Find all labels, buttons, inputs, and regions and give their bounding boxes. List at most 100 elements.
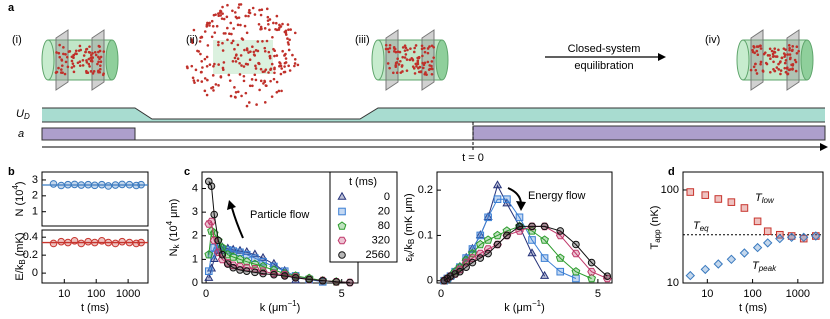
atom <box>257 61 260 65</box>
text-part: B <box>407 239 416 244</box>
atom <box>191 76 195 80</box>
text-part: (nK) <box>649 206 661 230</box>
atom <box>266 15 270 19</box>
atom <box>412 50 416 54</box>
y-tick-label: 0.2 <box>418 184 433 196</box>
atom <box>226 26 229 30</box>
atom <box>233 47 236 51</box>
atom <box>198 40 202 43</box>
marker <box>242 250 251 259</box>
marker <box>701 191 710 199</box>
atom <box>422 63 426 67</box>
atom <box>206 21 209 25</box>
barrier-plane <box>750 29 764 91</box>
marker <box>483 235 493 244</box>
cylinder-end <box>435 39 449 81</box>
atom <box>93 50 97 54</box>
x-tick-label: 10 <box>58 288 70 300</box>
y-tick-label: 3 <box>32 174 38 186</box>
atom <box>755 72 759 75</box>
atom <box>237 6 240 9</box>
atom <box>233 95 237 99</box>
atom <box>208 21 211 25</box>
atom <box>425 73 428 76</box>
marker <box>111 239 120 248</box>
atom <box>190 64 194 68</box>
atom <box>272 77 276 81</box>
atom <box>205 93 209 97</box>
atom <box>280 67 284 70</box>
atom <box>388 46 392 50</box>
flow-arrow <box>231 207 244 239</box>
text-part: eq <box>700 224 709 233</box>
marker <box>762 238 773 248</box>
atom <box>235 16 239 20</box>
text-part: a <box>18 128 24 140</box>
arrow-head <box>516 201 526 211</box>
atom <box>55 70 59 74</box>
atom <box>384 43 388 47</box>
marker <box>204 267 213 275</box>
atom <box>236 43 240 47</box>
y-tick-label: 3 <box>192 206 198 218</box>
atom <box>267 50 271 54</box>
atom <box>231 9 234 13</box>
cylinder-end <box>105 39 119 81</box>
atom <box>269 79 272 83</box>
marker <box>753 217 762 226</box>
atom <box>247 14 250 18</box>
marker <box>57 237 66 246</box>
atom <box>62 52 65 56</box>
marker <box>305 275 313 284</box>
atom <box>203 89 207 93</box>
atom <box>791 45 795 48</box>
atom <box>63 72 67 76</box>
atom <box>197 50 200 53</box>
atom <box>236 90 240 94</box>
atom <box>221 49 225 52</box>
annotation: Particle flow <box>250 209 309 221</box>
atom <box>232 27 235 30</box>
atom <box>432 45 436 49</box>
legend-label: 2560 <box>366 249 390 261</box>
text-part: N <box>168 248 180 256</box>
atom <box>405 58 409 61</box>
x-tick-label: 0 <box>438 288 444 300</box>
atom <box>263 46 267 50</box>
atom <box>66 65 70 69</box>
atom <box>221 5 224 9</box>
atom <box>208 63 212 66</box>
atom <box>784 70 788 74</box>
atom <box>778 61 782 64</box>
y-axis-label: Nk (104 μm) <box>165 199 181 257</box>
atom <box>205 23 209 27</box>
atom <box>240 94 243 98</box>
atom <box>233 86 236 89</box>
atom <box>779 69 783 72</box>
atom <box>72 70 76 74</box>
text-part: app <box>653 229 662 243</box>
atom <box>231 59 235 63</box>
atom <box>293 57 297 61</box>
atom <box>765 62 769 66</box>
atom <box>275 14 279 18</box>
atom <box>759 60 763 64</box>
atom <box>401 55 405 59</box>
marker <box>242 257 252 266</box>
atom <box>250 78 254 81</box>
atom <box>268 56 272 60</box>
atom <box>270 95 274 98</box>
y-tick-label: 1 <box>192 253 198 265</box>
atom <box>92 70 96 73</box>
atom <box>284 31 288 35</box>
atom <box>210 86 213 90</box>
atom <box>60 64 64 67</box>
atom <box>234 90 238 94</box>
marker <box>209 236 219 245</box>
atom <box>260 8 264 12</box>
atom <box>74 52 77 55</box>
text-part: k (μm <box>260 302 288 314</box>
atom <box>206 78 209 82</box>
atom <box>252 50 256 54</box>
marker <box>475 239 485 249</box>
